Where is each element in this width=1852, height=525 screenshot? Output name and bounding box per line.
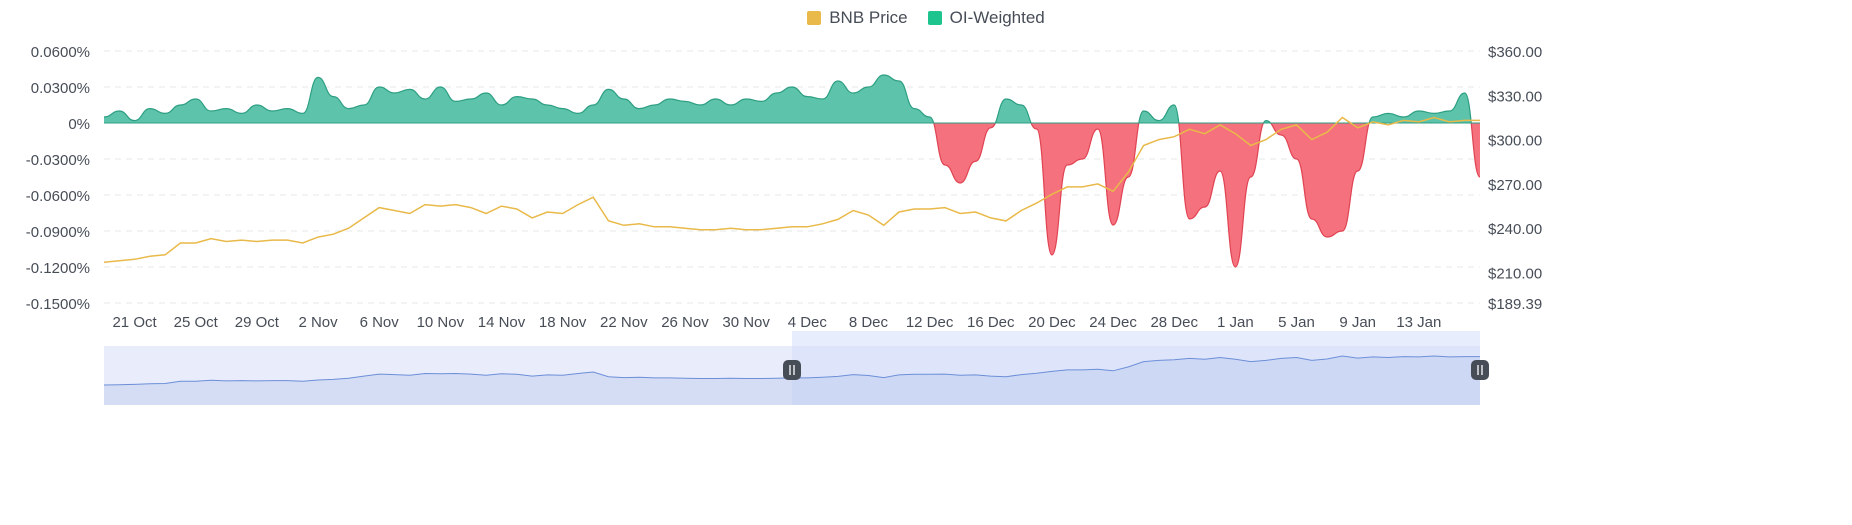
legend-item-oi-weighted[interactable]: OI-Weighted: [927, 8, 1045, 28]
oi-weighted-positive-line: [103, 74, 1472, 123]
x-axis-tick-label: 9 Jan: [1339, 314, 1376, 331]
x-axis-tick-label: 20 Dec: [1028, 314, 1076, 331]
x-axis-tick-label: 18 Nov: [539, 314, 587, 331]
right-axis: $360.00 $330.00 $300.00 $270.00 $240.00 $210.…: [1488, 44, 1542, 313]
right-axis-tick-label: $240.00: [1488, 221, 1542, 238]
navigator-left-handle[interactable]: [783, 360, 801, 380]
right-axis-tick-label: $270.00: [1488, 177, 1542, 194]
bnb-price-line: [103, 116, 1480, 263]
x-axis-tick-label: 21 Oct: [112, 314, 157, 331]
navigator-right-handle[interactable]: [1471, 360, 1489, 380]
bnb-price-swatch-icon: [807, 11, 822, 25]
x-axis-tick-label: 2 Nov: [298, 314, 338, 331]
x-axis-tick-label: 8 Dec: [849, 314, 889, 331]
x-axis: 21 Oct 25 Oct 29 Oct 2 Nov 6 Nov 10 Nov 14 Nov…: [112, 314, 1441, 331]
x-axis-tick-label: 14 Nov: [478, 314, 526, 331]
chart-legend: BNB Price OI-Weighted: [0, 8, 1852, 28]
right-axis-tick-label: $360.00: [1488, 44, 1542, 61]
bnb-price-line-group: [103, 116, 1480, 263]
x-axis-tick-label: 25 Oct: [174, 314, 219, 331]
x-axis-tick-label: 4 Dec: [788, 314, 828, 331]
left-axis-tick-label: -0.0300%: [26, 152, 90, 169]
navigator-area: [104, 356, 1480, 405]
right-axis-tick-label: $210.00: [1488, 266, 1542, 283]
x-axis-tick-label: 24 Dec: [1089, 314, 1137, 331]
range-navigator[interactable]: [103, 331, 1489, 405]
left-axis-tick-label: -0.1500%: [26, 296, 90, 313]
left-axis-tick-label: -0.0900%: [26, 224, 90, 241]
legend-label-oi-weighted: OI-Weighted: [949, 8, 1045, 27]
right-axis-tick-label: $189.39: [1488, 296, 1542, 313]
left-axis: 0.0600% 0.0300% 0% -0.0300% -0.0600% -0.0900%…: [26, 44, 90, 313]
left-axis-tick-label: -0.1200%: [26, 260, 90, 277]
oi-weighted-negative-line: [932, 123, 1481, 268]
x-axis-tick-label: 12 Dec: [906, 314, 954, 331]
oi-weighted-area: [103, 74, 1481, 268]
x-axis-tick-label: 28 Dec: [1150, 314, 1198, 331]
x-axis-tick-label: 10 Nov: [417, 314, 465, 331]
x-axis-tick-label: 5 Jan: [1278, 314, 1315, 331]
oi-weighted-swatch-icon: [927, 11, 942, 25]
x-axis-tick-label: 6 Nov: [360, 314, 400, 331]
navigator-selection[interactable]: [792, 331, 1480, 405]
legend-item-bnb-price[interactable]: BNB Price: [807, 8, 908, 28]
right-axis-tick-label: $330.00: [1488, 88, 1542, 105]
legend-label-bnb-price: BNB Price: [829, 8, 908, 27]
left-axis-tick-label: 0%: [68, 116, 90, 133]
left-axis-tick-label: -0.0600%: [26, 188, 90, 205]
oi-weighted-positive-area: [104, 75, 1480, 123]
left-axis-tick-label: 0.0300%: [31, 80, 90, 97]
oi-weighted-negative-area: [104, 123, 1480, 267]
left-axis-tick-label: 0.0600%: [31, 44, 90, 61]
x-axis-tick-label: 13 Jan: [1396, 314, 1441, 331]
x-axis-tick-label: 30 Nov: [722, 314, 770, 331]
x-axis-tick-label: 29 Oct: [235, 314, 280, 331]
x-axis-tick-label: 22 Nov: [600, 314, 648, 331]
right-axis-tick-label: $300.00: [1488, 133, 1542, 150]
x-axis-tick-label: 1 Jan: [1217, 314, 1254, 331]
x-axis-tick-label: 26 Nov: [661, 314, 709, 331]
x-axis-tick-label: 16 Dec: [967, 314, 1015, 331]
